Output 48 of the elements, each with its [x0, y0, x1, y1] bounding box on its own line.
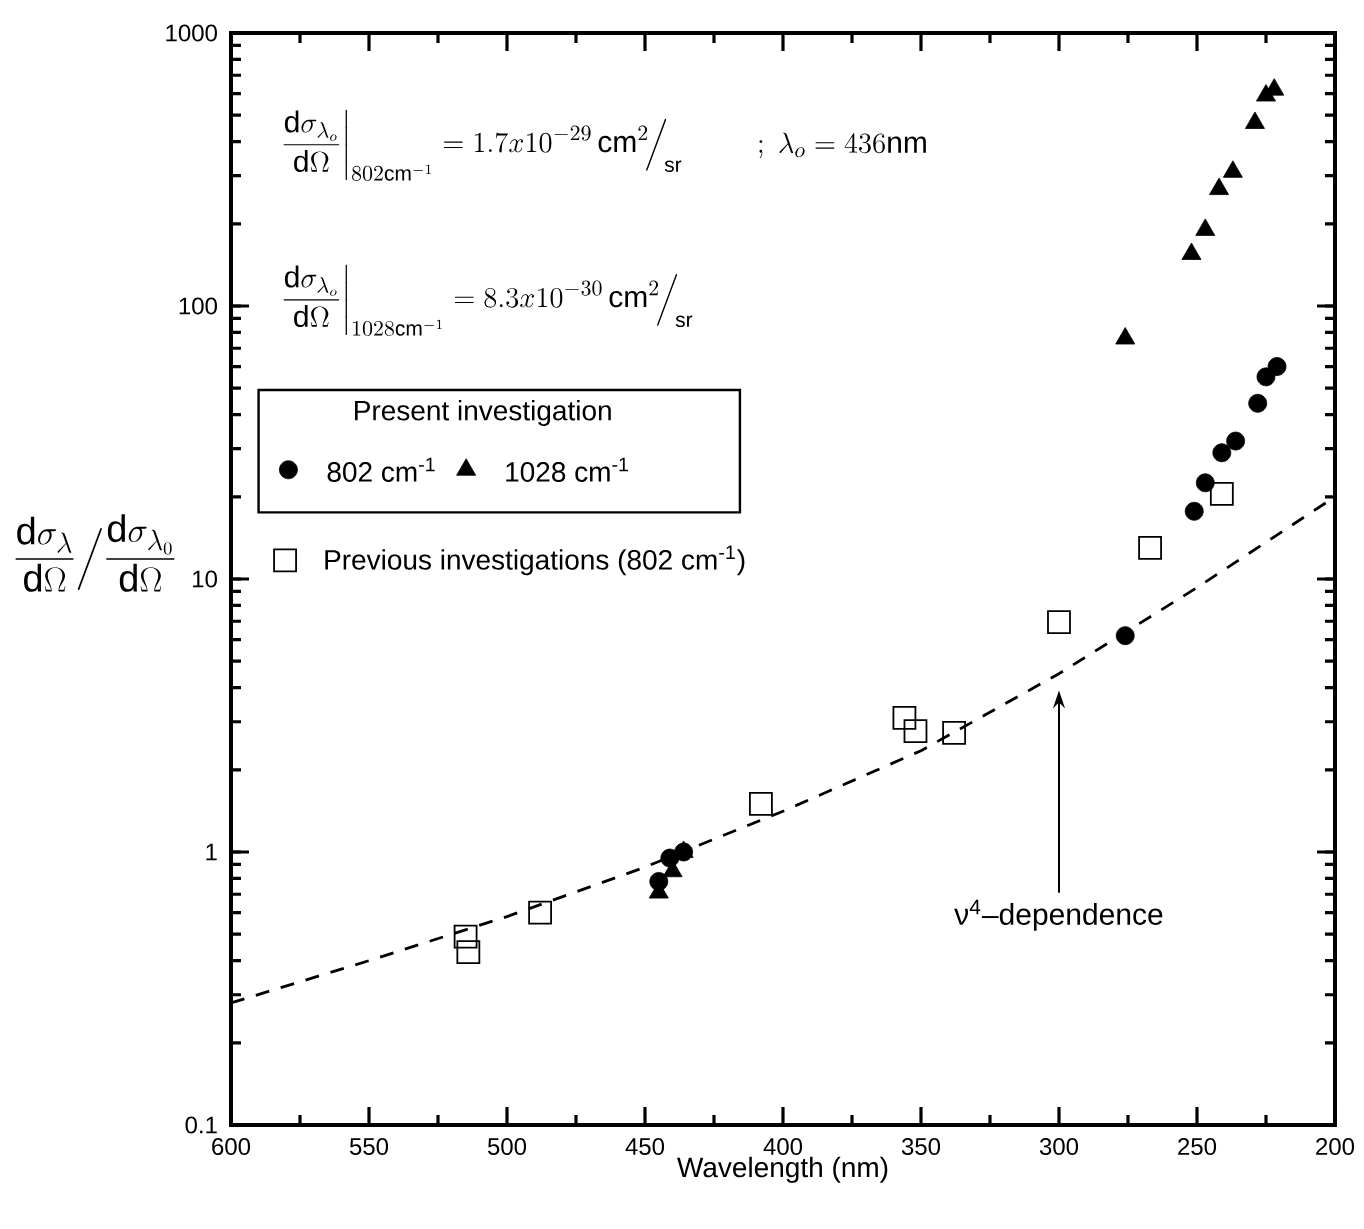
annotation: ν$^{4}$–dependence: [954, 899, 1163, 931]
y-tick-label: 10: [193, 570, 217, 588]
point: [1245, 111, 1265, 129]
point: [1212, 443, 1232, 463]
point: [942, 721, 967, 745]
point: [1115, 626, 1135, 646]
x-tick-label: 350: [901, 1138, 941, 1156]
x-tick-label: 600: [212, 1138, 251, 1156]
x-tick-label: 500: [487, 1138, 527, 1156]
y-tick-label: 1000: [166, 24, 217, 42]
annotation: $\left.\frac{\mathrm{d}\sigma_{\lambda_{o}}}{\mathrm{d}\Omega}\right|_{1028\mathrm{cm}^{-1}}=8.3x10^{-30}\,\mathrm{cm}^{2}\!\Big/_{\!\mathrm{sr}}$: [283, 264, 693, 336]
annotation: $\left.\frac{\mathrm{d}\sigma_{\lambda_{o}}}{\mathrm{d}\Omega}\right|_{802\mathrm{cm}^{-1}}=1.7x10^{-29}\,\mathrm{cm}^{2}\!\Big/_{\!\mathrm{sr}}$: [283, 109, 682, 181]
point: [1209, 177, 1229, 195]
point: [1226, 431, 1246, 451]
y-tick-label: 100: [179, 297, 217, 315]
point: [1209, 481, 1234, 506]
x-tick-label: 450: [625, 1138, 665, 1156]
point: [456, 940, 481, 964]
point: [528, 900, 553, 925]
point: [1267, 357, 1287, 376]
x-tick-label: 550: [349, 1138, 389, 1156]
point: [1115, 327, 1136, 345]
y-tick-label: 0.1: [185, 1116, 217, 1134]
point: [453, 924, 478, 949]
point: [1181, 242, 1202, 260]
legend-label: 802 cm$^{-1}$: [327, 457, 435, 482]
point: [1222, 160, 1243, 178]
point: [1256, 367, 1276, 387]
legend-title: Present investigation: [355, 399, 611, 427]
point: [1195, 218, 1216, 236]
x-tick-label: 300: [1039, 1138, 1079, 1156]
x-tick-label: 200: [1316, 1138, 1355, 1156]
point: [1195, 473, 1215, 493]
x-tick-label: 250: [1178, 1138, 1217, 1156]
point: [1047, 610, 1071, 635]
point: [892, 705, 917, 730]
legend-label: 1028 cm$^{-1}$: [506, 457, 628, 482]
point: [1184, 501, 1204, 521]
y-axis-title: $\frac{\mathrm{d}\sigma_{\lambda}}{\mathrm{d}\Omega}\Big/\frac{\mathrm{d}\sigma_{\lambda_0}}{\mathrm{d}\Omega}$: [15, 514, 175, 592]
point: [903, 719, 928, 744]
point: [1138, 535, 1162, 560]
legend-label: Previous investigations (802 cm$^{-1}$): [325, 545, 745, 576]
x-axis-title: Wavelength (nm): [677, 1156, 888, 1183]
x-tick-label: 400: [763, 1138, 803, 1156]
annotation: $;\ \lambda_{o}=436\mathrm{nm}$: [759, 132, 926, 159]
point: [1248, 393, 1268, 413]
point: [749, 792, 773, 816]
y-tick-label: 1: [206, 843, 217, 861]
